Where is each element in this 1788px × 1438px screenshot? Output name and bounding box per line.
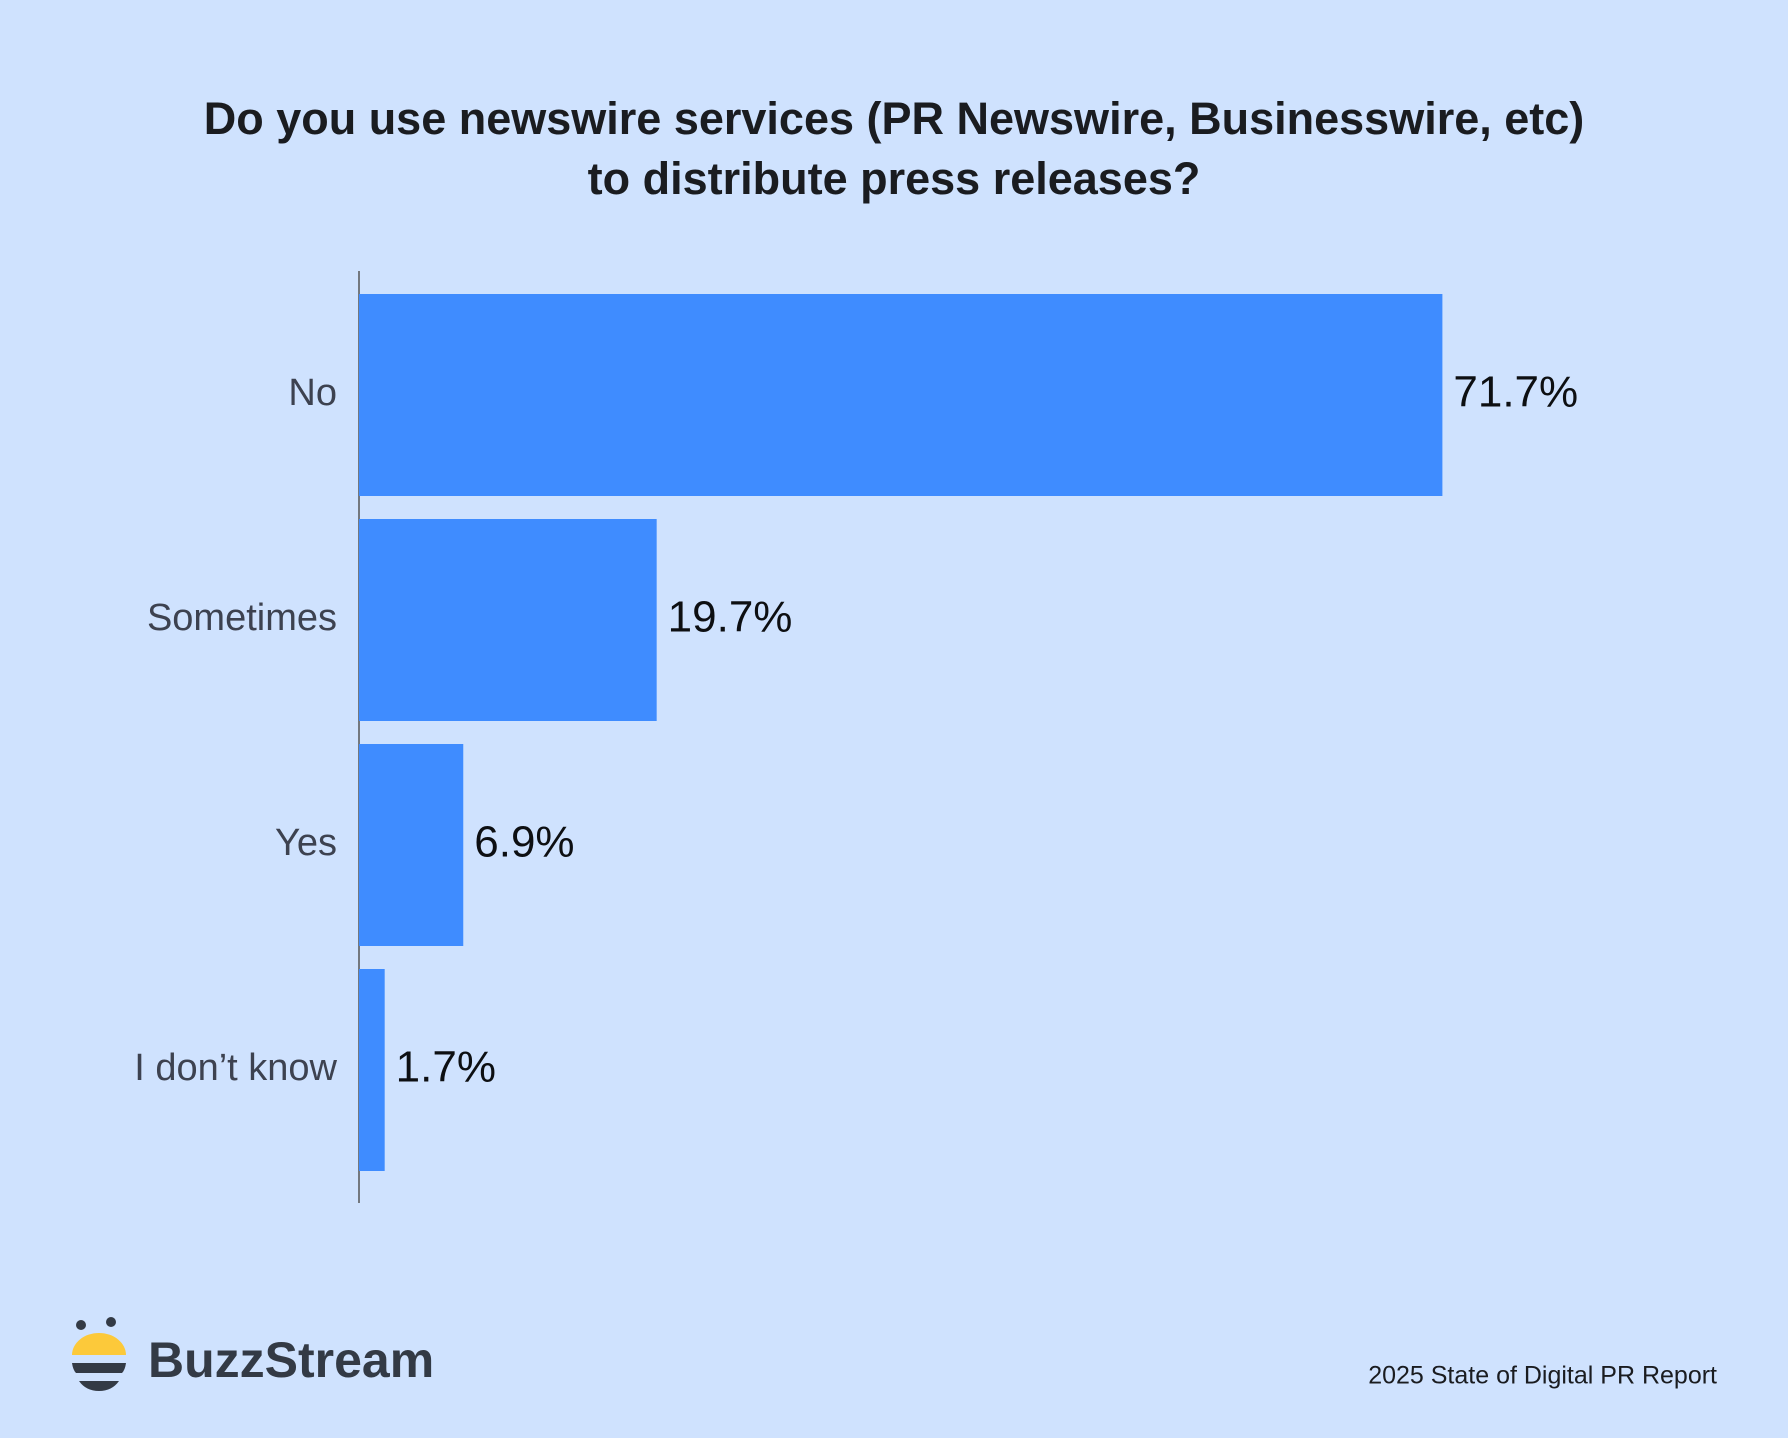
chart-title: to distribute press releases? [588, 153, 1201, 204]
bar [359, 969, 385, 1171]
logo-stripe [72, 1363, 126, 1373]
logo-dot [106, 1317, 116, 1327]
category-label: I don’t know [134, 1047, 337, 1089]
logo-stripe [79, 1381, 119, 1391]
source: 2025 State of Digital PR Report [1368, 1362, 1717, 1390]
value-label: 19.7% [668, 593, 793, 642]
logo-dot [76, 1320, 86, 1330]
value-label: 71.7% [1453, 368, 1578, 417]
bar [359, 744, 464, 946]
value-label: 1.7% [396, 1043, 496, 1092]
logo [72, 1317, 126, 1391]
brand: BuzzStream [148, 1332, 434, 1388]
category-label: No [288, 372, 337, 414]
chart-title: Do you use newswire services (PR Newswir… [204, 93, 1585, 144]
logo-body [72, 1333, 126, 1355]
bar [359, 294, 1443, 496]
bar [359, 519, 657, 721]
value-label: 6.9% [474, 818, 574, 867]
category-label: Yes [275, 822, 337, 864]
category-label: Sometimes [147, 597, 337, 639]
